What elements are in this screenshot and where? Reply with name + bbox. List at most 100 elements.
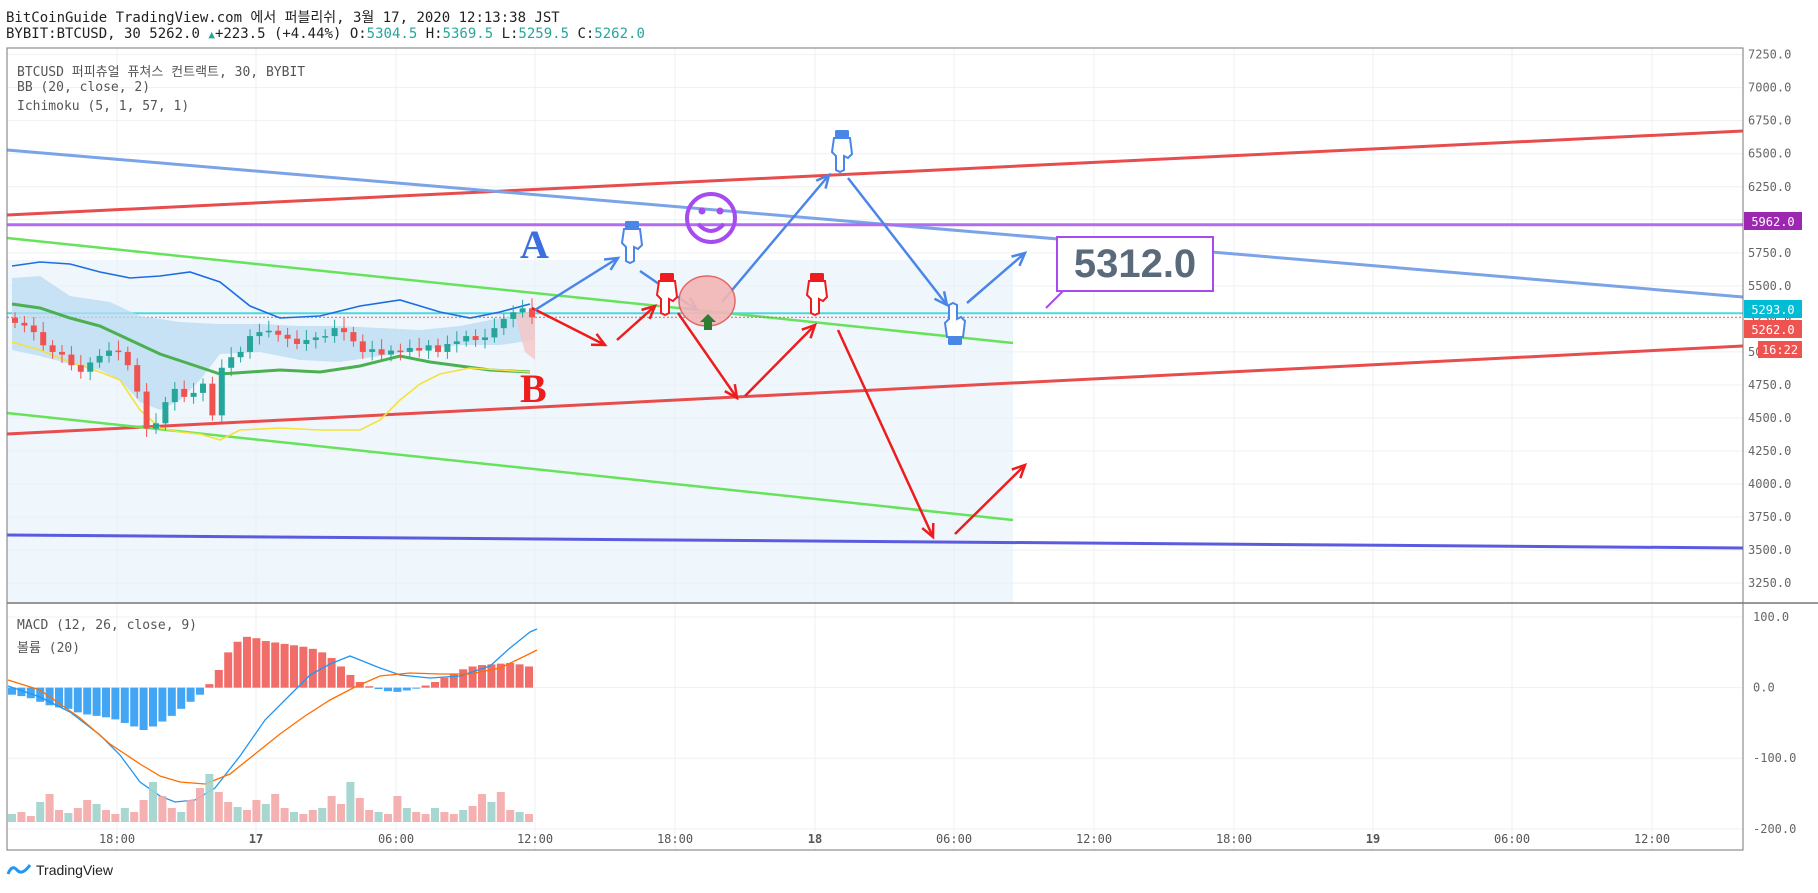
open-label: O: xyxy=(349,26,367,42)
macd-hist-bar xyxy=(64,687,73,709)
candle xyxy=(96,355,103,363)
candle xyxy=(444,344,451,352)
hand-cuff xyxy=(835,130,849,138)
macd-hist-bar xyxy=(271,642,280,688)
volume-bar xyxy=(384,814,392,822)
hand-red-1-icon xyxy=(655,273,679,317)
macd-hist-bar xyxy=(167,687,176,716)
volume-bar xyxy=(318,808,327,822)
candle xyxy=(200,383,206,393)
volume-bar xyxy=(346,782,355,822)
y-tick-label: -200.0 xyxy=(1753,822,1796,836)
arrow-red-6 xyxy=(954,464,1026,535)
publisher-line: BitCoinGuide TradingView.com 에서 퍼블리쉬, 3월… xyxy=(6,10,560,26)
trend-red-upper xyxy=(6,129,1744,217)
ichimoku xyxy=(11,261,535,441)
hand-blue-3-icon xyxy=(943,301,967,345)
open-value: 5304.5 xyxy=(366,26,418,42)
support-blue xyxy=(6,533,1744,550)
volume-bar xyxy=(449,814,458,822)
macd-hist-bar xyxy=(374,687,383,690)
candle xyxy=(463,336,470,342)
arrow-red-3 xyxy=(676,312,739,399)
macd-pane xyxy=(7,628,538,803)
hand-cuff xyxy=(660,273,674,281)
candle xyxy=(388,350,394,355)
candle xyxy=(218,367,225,416)
close-value: 5262.0 xyxy=(594,26,645,42)
label-b[interactable]: B xyxy=(520,366,547,411)
volume-bar xyxy=(149,782,157,822)
volume-bar xyxy=(525,814,533,822)
candle xyxy=(30,325,37,333)
x-tick-label: 06:00 xyxy=(1494,832,1530,846)
macd-hist-bar xyxy=(290,645,298,688)
candle xyxy=(106,350,112,356)
candle xyxy=(369,349,376,352)
candle xyxy=(359,341,366,352)
macd-hist-bar xyxy=(525,666,533,688)
bb-lower xyxy=(11,341,531,441)
legend-ichimoku: Ichimoku (5, 1, 57, 1) xyxy=(17,99,190,114)
macd-hist-bar xyxy=(205,684,214,688)
volume-bar xyxy=(196,788,204,822)
price-tag-purple: 5962.0 xyxy=(1744,212,1802,230)
y-tick-label: 5750.0 xyxy=(1748,246,1791,260)
candle xyxy=(472,336,479,341)
x-tick-label: 12:00 xyxy=(1076,832,1112,846)
volume-bar xyxy=(55,810,63,822)
volume-bar xyxy=(515,812,524,822)
volume-bar xyxy=(393,796,402,822)
macd-hist-bar xyxy=(299,646,308,688)
volume-bar xyxy=(412,812,421,822)
hand-body xyxy=(805,280,829,317)
volume-bar xyxy=(374,812,383,822)
target-callout[interactable]: 5312.0 xyxy=(1045,236,1214,309)
volume-bar xyxy=(459,810,468,822)
arrow-red-6-head xyxy=(1011,462,1028,479)
low-value: 5259.5 xyxy=(518,26,569,42)
candle xyxy=(406,347,413,352)
macd-hist-bar xyxy=(308,648,317,688)
high-value: 5369.5 xyxy=(442,26,494,42)
candle xyxy=(209,383,216,416)
arrow-blue-5 xyxy=(966,252,1026,304)
drawing-arrows xyxy=(531,130,1028,540)
macd-hist-bar xyxy=(487,664,496,688)
hand-body xyxy=(620,228,644,265)
hand-blue-1-icon xyxy=(620,221,644,265)
arrow-red-5-head xyxy=(921,522,935,540)
volume-bar xyxy=(308,810,317,822)
candle xyxy=(529,308,535,318)
candle xyxy=(482,337,488,341)
macd-hist-bar xyxy=(149,687,157,727)
macd-hist-bar xyxy=(26,687,35,699)
trend-green-upper xyxy=(6,236,1014,345)
macd-hist-bar xyxy=(139,687,148,730)
macd-hist-bar xyxy=(346,674,355,688)
candle xyxy=(21,322,28,326)
smiley-icon[interactable] xyxy=(685,192,737,244)
tradingview-logo[interactable]: TradingView xyxy=(6,862,113,878)
volume-bar xyxy=(205,774,214,822)
y-tick-label: 6500.0 xyxy=(1748,147,1791,161)
candle xyxy=(275,330,282,335)
macd-hist-bar xyxy=(421,685,430,688)
target-price: 5312.0 xyxy=(1074,242,1196,286)
volume-bar xyxy=(224,802,233,822)
y-tick-label: 5500.0 xyxy=(1748,279,1791,293)
label-a[interactable]: A xyxy=(520,222,549,267)
volume-bar xyxy=(280,808,289,822)
candle xyxy=(68,354,75,366)
svg-text:16:22: 16:22 xyxy=(1762,343,1798,357)
volume-bar xyxy=(177,812,186,822)
candle xyxy=(171,388,178,403)
volume-bar xyxy=(139,800,148,822)
x-tick-label: 18:00 xyxy=(657,832,693,846)
candle xyxy=(228,357,235,368)
legend-macd: MACD (12, 26, close, 9) xyxy=(17,618,198,633)
legend-volume: 볼륨 (20) xyxy=(17,641,81,656)
volume-bar xyxy=(243,810,251,822)
macd-hist-bar xyxy=(459,669,468,688)
